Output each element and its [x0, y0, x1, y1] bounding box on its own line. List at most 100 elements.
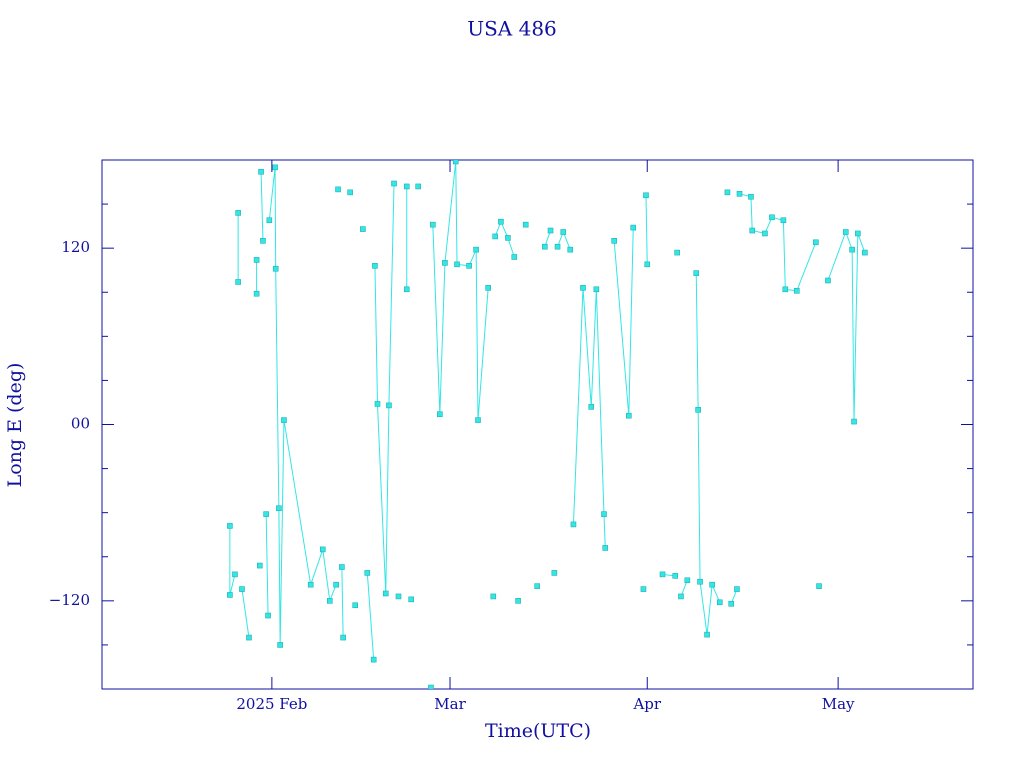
data-marker — [782, 286, 789, 293]
data-marker — [319, 546, 326, 553]
data-marker — [265, 612, 271, 619]
data-marker — [704, 631, 710, 638]
data-marker — [260, 238, 266, 244]
data-line — [739, 193, 817, 292]
plot-area — [227, 160, 868, 689]
data-marker — [386, 402, 392, 409]
data-marker — [567, 246, 574, 253]
data-marker — [793, 287, 800, 294]
data-line — [366, 572, 375, 660]
x-axis-label: Time(UTC) — [485, 720, 591, 742]
data-marker — [227, 592, 233, 598]
data-line — [374, 183, 395, 594]
data-marker — [239, 586, 245, 592]
data-marker — [511, 254, 518, 260]
data-marker — [492, 233, 498, 240]
data-marker — [862, 249, 868, 256]
data-marker — [485, 285, 491, 291]
data-marker — [684, 577, 691, 584]
data-line — [827, 230, 866, 422]
data-marker — [816, 583, 822, 589]
data-marker — [266, 217, 273, 224]
data-marker — [442, 260, 448, 266]
data-marker — [602, 545, 609, 551]
data-marker — [534, 583, 540, 589]
data-marker — [408, 596, 415, 603]
data-marker — [360, 226, 366, 232]
data-line — [645, 195, 648, 265]
data-marker — [335, 186, 341, 193]
data-marker — [437, 411, 443, 418]
data-marker — [258, 168, 264, 175]
data-marker — [813, 239, 819, 246]
data-marker — [370, 656, 377, 663]
y-tick-label: −120 — [49, 591, 90, 609]
data-marker — [849, 246, 855, 253]
y-tick-label: 120 — [61, 238, 90, 256]
data-marker — [364, 570, 371, 576]
data-marker — [372, 262, 378, 269]
data-marker — [580, 285, 586, 291]
data-marker — [382, 590, 389, 597]
data-marker — [428, 684, 434, 689]
data-marker — [547, 227, 554, 234]
data-marker — [339, 564, 345, 570]
data-marker — [452, 160, 459, 165]
data-line — [260, 171, 264, 241]
x-tick-label: May — [822, 695, 855, 713]
x-tick-label: Mar — [434, 695, 466, 713]
data-line — [268, 167, 337, 645]
data-marker — [749, 227, 756, 234]
data-marker — [522, 221, 529, 228]
data-marker — [515, 598, 521, 604]
data-marker — [307, 581, 314, 588]
data-marker — [674, 249, 680, 256]
data-marker — [454, 261, 460, 268]
data-marker — [780, 217, 787, 224]
data-line — [265, 514, 269, 616]
data-marker — [403, 286, 410, 293]
data-marker — [695, 407, 701, 413]
data-marker — [347, 189, 353, 196]
data-marker — [611, 238, 617, 244]
data-line — [695, 273, 721, 635]
data-marker — [505, 235, 511, 241]
data-marker — [374, 401, 381, 407]
data-marker — [281, 417, 287, 423]
chart-title: USA 486 — [467, 17, 557, 41]
data-marker — [263, 511, 269, 517]
data-marker — [253, 257, 260, 263]
data-marker — [644, 261, 651, 268]
data-marker — [352, 602, 359, 609]
data-marker — [391, 180, 397, 187]
data-marker — [272, 164, 278, 171]
data-line — [613, 227, 634, 416]
data-marker — [625, 412, 632, 419]
data-marker — [851, 418, 857, 425]
data-line — [494, 220, 515, 258]
data-marker — [276, 505, 282, 512]
data-marker — [724, 189, 731, 196]
data-marker — [672, 573, 679, 579]
data-marker — [842, 229, 849, 235]
data-marker — [736, 190, 743, 197]
data-line — [341, 567, 344, 638]
data-line — [432, 161, 489, 421]
data-marker — [554, 243, 561, 250]
y-tick-label: 00 — [71, 415, 90, 433]
data-marker — [277, 642, 283, 648]
data-marker — [551, 570, 558, 576]
data-marker — [253, 290, 260, 297]
data-marker — [643, 192, 649, 199]
data-marker — [560, 229, 567, 235]
data-marker — [593, 286, 600, 293]
data-marker — [697, 578, 703, 585]
data-marker — [748, 193, 754, 200]
data-marker — [340, 634, 346, 641]
data-marker — [227, 523, 233, 529]
data-marker — [430, 221, 436, 228]
data-marker — [466, 262, 472, 269]
data-marker — [769, 214, 775, 221]
data-marker — [825, 277, 831, 284]
data-marker — [246, 634, 252, 641]
